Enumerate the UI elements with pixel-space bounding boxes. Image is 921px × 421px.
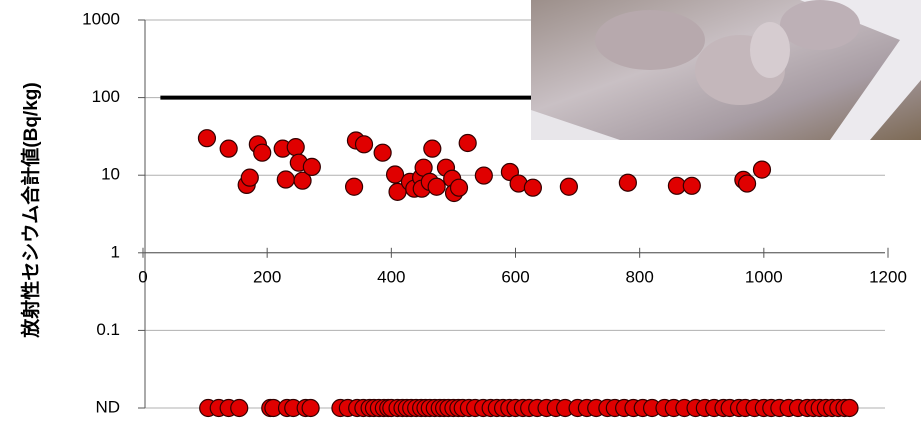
data-point — [302, 157, 321, 176]
data-point — [293, 171, 312, 190]
data-point — [344, 177, 364, 196]
y-tick-label: 0.1 — [96, 320, 120, 339]
data-point — [230, 398, 249, 418]
data-point — [385, 165, 405, 184]
data-point — [286, 138, 305, 157]
data-point — [474, 166, 493, 185]
data-point — [458, 133, 477, 153]
data-point — [423, 139, 442, 158]
data-point — [240, 168, 259, 187]
data-point — [682, 176, 701, 195]
data-point — [523, 178, 542, 197]
data-point — [197, 129, 217, 148]
data-point — [354, 135, 374, 154]
data-point — [276, 170, 295, 189]
data-point — [373, 143, 392, 162]
y-tick-label: ND — [95, 397, 120, 416]
data-point — [253, 143, 272, 162]
x-tick-label: 0 — [138, 267, 147, 286]
data-point — [219, 139, 238, 158]
data-point — [559, 177, 578, 196]
x-tick-label: 600 — [501, 267, 529, 286]
y-tick-label: 1 — [111, 242, 120, 261]
data-point — [752, 160, 772, 179]
y-tick-label: 1000 — [82, 9, 120, 28]
x-tick-label: 400 — [377, 267, 405, 286]
data-point — [301, 398, 320, 418]
x-tick-label: 200 — [253, 267, 281, 286]
x-tick-label: 1200 — [869, 267, 907, 286]
y-axis-label: 放射性セシウム合計値(Bq/kg) — [19, 82, 42, 338]
x-tick-label: 1000 — [745, 267, 783, 286]
data-point — [427, 177, 446, 196]
data-point — [737, 174, 757, 193]
y-tick-label: 100 — [92, 87, 120, 106]
data-point — [449, 178, 469, 197]
x-tick-label: 800 — [625, 267, 653, 286]
photo — [531, 0, 921, 140]
y-tick-label: 10 — [101, 165, 120, 184]
data-point — [618, 173, 637, 192]
data-point — [840, 398, 859, 418]
